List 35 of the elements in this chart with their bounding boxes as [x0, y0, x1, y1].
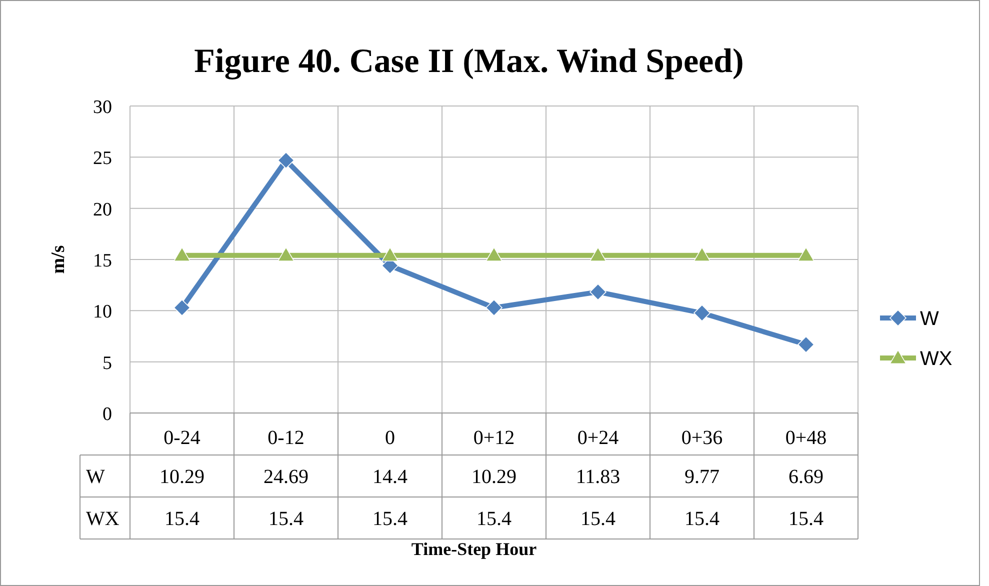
x-tick-label: 0+24 [577, 427, 619, 449]
x-tick-label: 0+12 [473, 427, 515, 449]
text: W [86, 466, 105, 488]
x-tick-label: 0-12 [268, 427, 304, 449]
legend-label: W [920, 308, 939, 330]
y-tick-label: 20 [93, 199, 112, 220]
y-tick-label: 15 [93, 250, 112, 272]
x-tick-label: 0+36 [681, 427, 723, 449]
y-tick-label: 25 [93, 148, 112, 170]
x-tick-label: 0-24 [164, 427, 200, 449]
data-label: 15.4 [372, 508, 408, 530]
y-tick-label: 0 [102, 404, 112, 425]
chart-title: Figure 40. Case II (Max. Wind Speed) [194, 43, 744, 80]
legend-label: WX [920, 348, 952, 370]
data-label: 10.29 [472, 466, 516, 488]
y-tick-label: 30 [93, 97, 112, 118]
data-label: 11.83 [576, 466, 620, 488]
y-axis-title: m/s [48, 245, 69, 274]
y-tick-label: 5 [102, 352, 112, 374]
data-label: 24.69 [264, 466, 308, 488]
data-label: 14.4 [372, 466, 408, 488]
text: WX [86, 508, 120, 530]
y-tick-label: 10 [93, 302, 112, 323]
data-label: 6.69 [788, 466, 824, 488]
data-label: 15.4 [684, 508, 720, 530]
data-label: 15.4 [476, 508, 512, 530]
data-label: 10.29 [160, 466, 204, 488]
x-tick-label: 0+48 [785, 427, 827, 449]
data-label: 9.77 [684, 466, 720, 488]
x-axis-title: Time-Step Hour [411, 539, 537, 559]
data-label: 15.4 [164, 508, 200, 530]
x-tick-label: 0 [385, 427, 395, 449]
data-label: 15.4 [580, 508, 616, 530]
data-label: 15.4 [788, 508, 824, 530]
data-label: 15.4 [268, 508, 304, 530]
